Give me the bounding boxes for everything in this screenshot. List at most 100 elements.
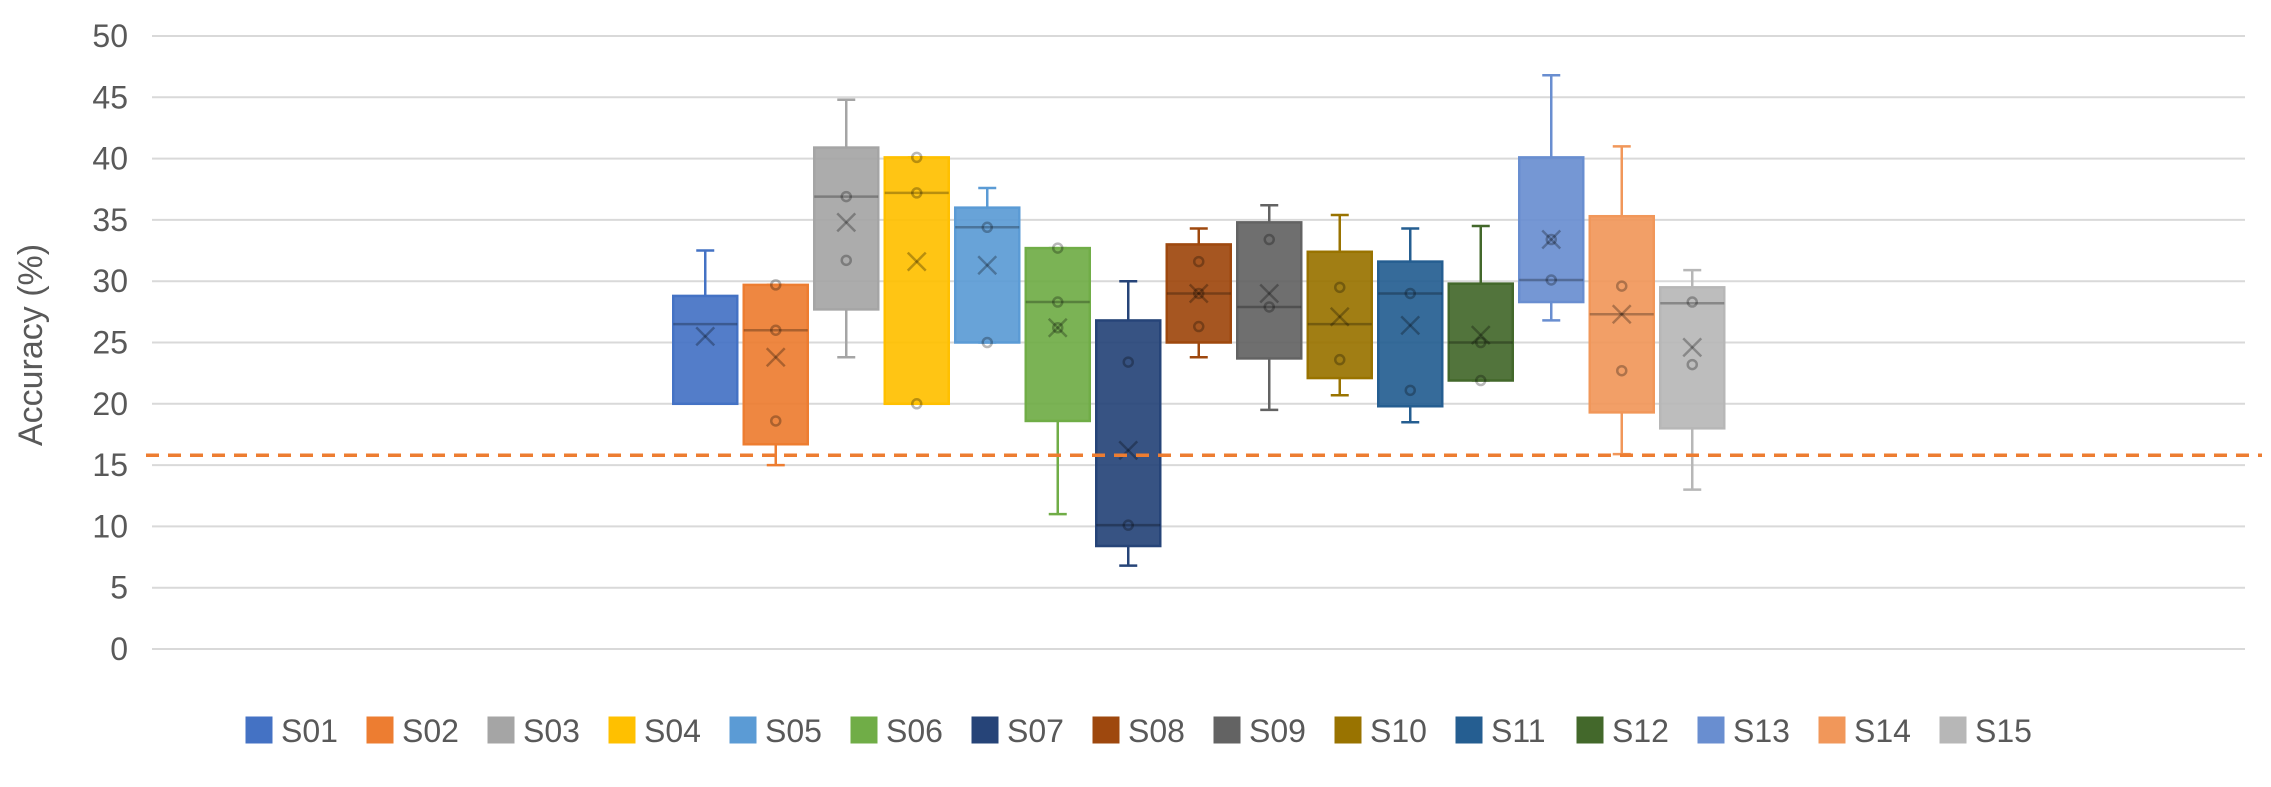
data-point	[981, 336, 993, 349]
legend-swatch	[1334, 716, 1362, 744]
mean-marker	[1047, 317, 1068, 338]
box-s07	[1095, 279, 1162, 567]
box-body	[1659, 286, 1726, 430]
data-point	[1404, 384, 1416, 397]
box-s08	[1165, 227, 1232, 359]
legend-item-s09: S09	[1213, 713, 1306, 749]
data-point	[1475, 336, 1487, 349]
mean-marker	[695, 326, 716, 347]
legend-item-s05: S05	[729, 713, 822, 749]
legend-item-s11: S11	[1455, 713, 1546, 749]
legend-label: S14	[1854, 713, 1911, 749]
box-body	[813, 146, 880, 311]
data-point	[1052, 322, 1064, 334]
box-s10	[1306, 213, 1373, 397]
data-point	[1052, 296, 1064, 308]
data-point	[1686, 296, 1698, 308]
mean-marker	[1470, 325, 1491, 346]
legend-swatch	[1092, 716, 1120, 744]
data-point	[840, 254, 852, 267]
mean-marker	[1541, 229, 1562, 250]
box-s09	[1236, 203, 1303, 412]
box-s02	[742, 279, 809, 467]
y-tick-label: 45	[92, 79, 128, 115]
box-s15	[1659, 268, 1726, 491]
y-tick-label: 20	[92, 386, 128, 422]
y-tick-label: 0	[110, 631, 128, 667]
mean-marker	[1400, 315, 1421, 336]
legend-swatch	[971, 716, 999, 744]
data-point	[1545, 274, 1557, 286]
y-tick-label: 10	[92, 508, 128, 544]
data-point	[840, 190, 852, 203]
box-body	[1518, 156, 1585, 304]
data-point	[1122, 519, 1134, 531]
mean-marker	[1400, 315, 1421, 336]
box-body	[1306, 250, 1373, 380]
data-point	[1334, 281, 1346, 294]
mean-marker	[1541, 229, 1562, 250]
box-body	[883, 156, 950, 406]
data-point	[1334, 353, 1346, 366]
mean-marker	[1611, 304, 1632, 325]
legend-item-s02: S02	[366, 713, 459, 749]
data-point	[1263, 233, 1275, 246]
mean-marker	[1470, 325, 1491, 346]
mean-marker	[906, 251, 927, 272]
mean-marker	[1259, 283, 1280, 304]
data-point	[770, 324, 782, 336]
legend-label: S02	[402, 713, 459, 749]
data-point	[1193, 320, 1205, 333]
legend-label: S15	[1975, 713, 2032, 749]
legend-swatch	[245, 716, 273, 744]
mean-marker	[1329, 306, 1350, 327]
mean-marker	[906, 251, 927, 272]
legend-item-s03: S03	[487, 713, 580, 749]
data-point	[911, 187, 923, 199]
mean-marker	[765, 347, 786, 368]
legend-swatch	[366, 716, 394, 744]
data-point	[911, 398, 923, 410]
y-axis-title: Accuracy (%)	[12, 244, 50, 446]
box-s12	[1447, 224, 1514, 387]
data-point	[981, 221, 993, 234]
legend-swatch	[487, 716, 515, 744]
mean-marker	[1047, 317, 1068, 338]
data-point	[911, 151, 923, 164]
box-s14	[1588, 145, 1655, 456]
box-s06	[1024, 242, 1091, 516]
legend-swatch	[1213, 716, 1241, 744]
mean-marker	[1682, 337, 1703, 358]
legend-item-s07: S07	[971, 713, 1064, 749]
legend-label: S04	[644, 713, 701, 749]
legend-item-s01: S01	[245, 713, 338, 749]
box-body	[1236, 221, 1303, 360]
legend-item-s04: S04	[608, 713, 701, 749]
legend-item-s06: S06	[850, 713, 943, 749]
legend-swatch	[850, 716, 878, 744]
legend-item-s08: S08	[1092, 713, 1185, 749]
mean-marker	[695, 326, 716, 347]
mean-marker	[1188, 283, 1209, 304]
y-tick-label: 40	[92, 141, 128, 177]
legend-label: S01	[281, 713, 338, 749]
box-body	[954, 206, 1021, 344]
legend-swatch	[1455, 716, 1483, 744]
legend-swatch	[1576, 716, 1604, 744]
box-body	[1447, 282, 1514, 382]
legend-label: S13	[1733, 713, 1790, 749]
box-body	[1377, 260, 1444, 408]
legend-item-s13: S13	[1697, 713, 1790, 749]
mean-marker	[1329, 306, 1350, 327]
legend-item-s10: S10	[1334, 713, 1427, 749]
data-point	[770, 279, 782, 291]
y-tick-label: 25	[92, 325, 128, 361]
mean-marker	[1611, 304, 1632, 325]
legend-swatch	[1697, 716, 1725, 744]
mean-marker	[836, 212, 857, 233]
data-point	[1263, 301, 1275, 313]
legend-swatch	[1818, 716, 1846, 744]
legend-swatch	[1939, 716, 1967, 744]
